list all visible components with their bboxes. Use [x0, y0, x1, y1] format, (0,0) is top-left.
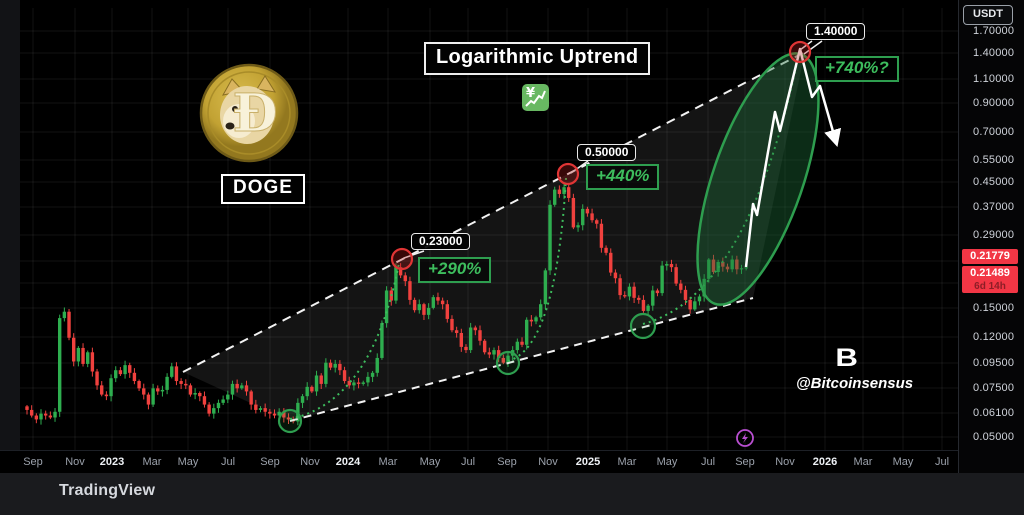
support-touch-circle — [277, 408, 303, 434]
time-tick-month: Jul — [700, 456, 716, 468]
tradingview-attribution[interactable]: TradingView — [26, 482, 155, 500]
price-tick-label: 0.90000 — [973, 97, 1015, 109]
time-tick-month: May — [656, 456, 678, 468]
time-tick-month: Sep — [260, 456, 280, 468]
price-tick-label: 0.29000 — [973, 229, 1015, 241]
price-tick-label: 0.05000 — [973, 431, 1015, 443]
doge-coin-logo: Ð — [199, 63, 299, 163]
price-tick-label: 0.09500 — [973, 357, 1015, 369]
price-tick-label: 1.70000 — [973, 25, 1015, 37]
time-tick-month: Nov — [775, 456, 795, 468]
price-callout-1.40[interactable]: 1.40000 — [806, 23, 866, 40]
gain-label-740[interactable]: +740%? — [815, 56, 899, 82]
price-tick-label: 1.40000 — [973, 47, 1015, 59]
price-callout-0.23[interactable]: 0.23000 — [411, 233, 471, 250]
price-tick-label: 0.37000 — [973, 201, 1015, 213]
support-touch-circle — [629, 312, 657, 340]
price-chart-canvas[interactable] — [0, 0, 958, 473]
gain-label-440[interactable]: +440% — [586, 164, 660, 190]
time-tick-month: Jul — [934, 456, 950, 468]
trend-channel — [183, 52, 805, 421]
time-tick-month: Mar — [853, 456, 873, 468]
price-tick-label: 0.06100 — [973, 407, 1015, 419]
time-tick-month: Jul — [460, 456, 476, 468]
chart-grid — [20, 8, 958, 450]
yen-glyph: ¥ — [526, 86, 535, 101]
time-tick-month: Mar — [142, 456, 162, 468]
time-tick-month: Sep — [23, 456, 43, 468]
gain-label-290[interactable]: +290% — [418, 257, 492, 283]
doge-d-glyph: Ð — [232, 83, 277, 144]
time-tick-month: Nov — [538, 456, 558, 468]
resistance-touch-circle — [788, 40, 812, 64]
support-touch-circle — [495, 350, 521, 376]
chart-title: Logarithmic Uptrend — [424, 42, 651, 75]
bitcoinsensus-logo: B — [835, 344, 858, 372]
bar-countdown: 6d 14h — [974, 281, 1006, 292]
chart-left-gutter — [0, 0, 20, 473]
candles — [25, 183, 748, 426]
countdown-badge: 0.21489 6d 14h — [962, 266, 1018, 293]
time-tick-year: 2023 — [99, 456, 125, 468]
time-tick-month: May — [419, 456, 441, 468]
time-tick-month: May — [177, 456, 199, 468]
price-tick-label: 0.07500 — [973, 382, 1015, 394]
time-tick-year: 2026 — [812, 456, 838, 468]
price-axis[interactable]: 0.21779 0.21489 6d 14h 1.70000 1.40000 1.1… — [958, 0, 1024, 473]
bottom-toolbar: TradingView — [0, 473, 1024, 515]
quote-currency-button[interactable]: USDT — [963, 5, 1013, 25]
lightning-icon — [742, 433, 748, 443]
price-callout-0.50[interactable]: 0.50000 — [577, 144, 637, 161]
price-tick-label: 0.70000 — [973, 126, 1015, 138]
price-tick-label: 1.10000 — [973, 73, 1015, 85]
time-tick-year: 2025 — [575, 456, 601, 468]
event-marker-circle — [736, 429, 754, 447]
resistance-touch-circle — [390, 247, 414, 271]
price-tick-label: 0.12000 — [973, 331, 1015, 343]
current-price-badge: 0.21779 — [962, 249, 1018, 264]
resistance-touch-circle — [556, 162, 580, 186]
author-watermark: B @Bitcoinsensus — [796, 344, 914, 392]
time-tick-month: Mar — [617, 456, 637, 468]
time-tick-month: Nov — [65, 456, 85, 468]
author-handle: @Bitcoinsensus — [796, 375, 914, 392]
time-tick-month: Jul — [220, 456, 236, 468]
price-tick-label: 0.45000 — [973, 176, 1015, 188]
chart-increasing-yen-icon: ¥ — [522, 84, 549, 111]
coin-name-label: DOGE — [221, 174, 305, 204]
time-tick-month: Nov — [300, 456, 320, 468]
time-axis[interactable]: Sep Nov 2023 Mar May Jul Sep Nov 2024 Mar May Jul Se… — [0, 450, 958, 474]
tradingview-wordmark: TradingView — [59, 482, 156, 499]
time-tick-month: Sep — [497, 456, 517, 468]
time-tick-year: 2024 — [335, 456, 361, 468]
time-tick-month: Sep — [735, 456, 755, 468]
price-tick-label: 0.15000 — [973, 302, 1015, 314]
annotation-drawings — [182, 40, 842, 447]
time-tick-month: May — [892, 456, 914, 468]
price-tick-label: 0.55000 — [973, 154, 1015, 166]
time-tick-month: Mar — [378, 456, 398, 468]
